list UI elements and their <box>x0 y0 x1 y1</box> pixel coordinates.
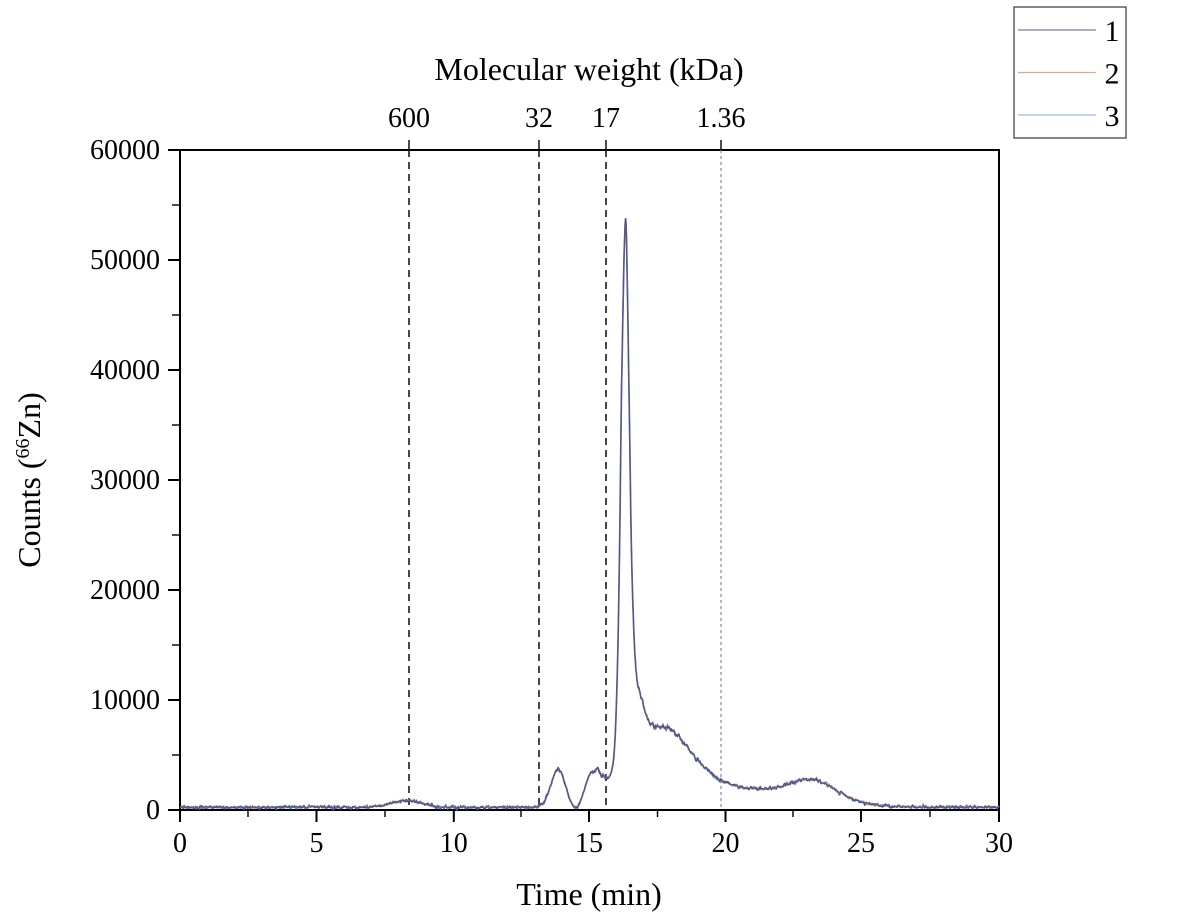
svg-text:60000: 60000 <box>90 135 160 166</box>
svg-text:30: 30 <box>985 828 1013 859</box>
svg-text:600: 600 <box>388 103 430 134</box>
svg-text:0: 0 <box>146 795 160 826</box>
svg-text:20000: 20000 <box>90 575 160 606</box>
svg-text:10: 10 <box>440 828 468 859</box>
svg-text:17: 17 <box>592 103 620 134</box>
svg-text:5: 5 <box>310 828 324 859</box>
svg-text:32: 32 <box>525 103 553 134</box>
svg-text:0: 0 <box>173 828 187 859</box>
svg-text:20: 20 <box>712 828 740 859</box>
svg-text:25: 25 <box>847 828 875 859</box>
svg-text:50000: 50000 <box>90 245 160 276</box>
svg-text:30000: 30000 <box>90 465 160 496</box>
svg-text:Counts (66Zn): Counts (66Zn) <box>11 392 47 568</box>
svg-text:1: 1 <box>1105 15 1120 48</box>
svg-text:3: 3 <box>1105 100 1120 133</box>
svg-text:40000: 40000 <box>90 355 160 386</box>
svg-text:10000: 10000 <box>90 685 160 716</box>
svg-text:1.36: 1.36 <box>697 103 746 134</box>
svg-text:15: 15 <box>575 828 603 859</box>
svg-text:Molecular weight (kDa): Molecular weight (kDa) <box>434 51 743 87</box>
svg-text:Time (min): Time (min) <box>516 876 662 912</box>
svg-text:2: 2 <box>1105 58 1120 91</box>
